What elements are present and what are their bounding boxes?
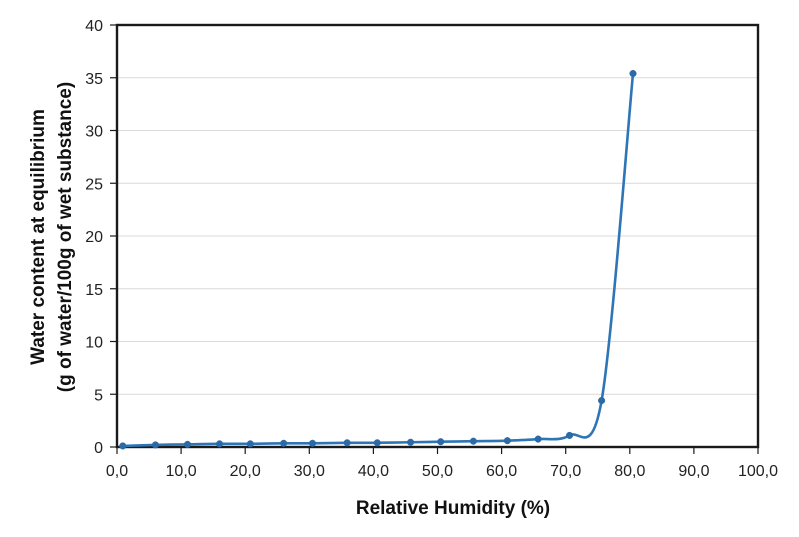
y-tick-label: 10 — [85, 335, 103, 352]
y-tick-label: 5 — [94, 387, 103, 404]
y-axis-title-line2: (g of water/100g of wet substance) — [55, 82, 76, 392]
y-axis-title-line1: Water content at equilibrium — [28, 109, 49, 365]
data-point-marker — [598, 397, 606, 405]
x-tick-label: 50,0 — [422, 463, 453, 480]
data-point-marker — [151, 441, 160, 449]
y-axis-title: Water content at equilibrium (g of water… — [28, 82, 76, 392]
x-tick-label: 60,0 — [486, 463, 517, 480]
y-tick-label: 0 — [94, 440, 103, 457]
data-point-marker — [437, 438, 445, 446]
x-axis-title: Relative Humidity (%) — [356, 498, 550, 519]
data-point-marker — [534, 435, 542, 443]
data-point-marker — [503, 437, 511, 445]
data-point-marker — [343, 439, 351, 447]
data-point-markers — [119, 69, 637, 450]
x-tick-label: 10,0 — [166, 463, 197, 480]
data-point-marker — [246, 440, 254, 448]
data-point-marker — [565, 431, 574, 439]
y-axis-ticks: 0 5 10 15 20 25 30 35 40 — [85, 18, 117, 457]
x-axis-ticks: 0,0 10,0 20,0 30,0 40,0 50,0 60,0 70,0 80,0 90,0 1… — [106, 447, 778, 480]
x-tick-label: 80,0 — [614, 463, 645, 480]
data-point-marker — [469, 437, 477, 445]
y-tick-label: 25 — [85, 176, 103, 193]
x-tick-label: 0,0 — [106, 463, 128, 480]
data-point-marker — [183, 440, 192, 448]
x-tick-label: 20,0 — [230, 463, 261, 480]
data-point-marker — [119, 442, 127, 450]
x-tick-label: 30,0 — [294, 463, 325, 480]
data-point-marker — [407, 438, 415, 446]
x-tick-label: 70,0 — [550, 463, 581, 480]
data-series-line — [122, 73, 635, 448]
data-point-marker — [629, 69, 637, 78]
x-tick-label: 100,0 — [738, 463, 778, 480]
data-point-marker — [280, 439, 288, 447]
y-tick-label: 30 — [85, 124, 103, 141]
x-tick-label: 40,0 — [358, 463, 389, 480]
y-tick-label: 35 — [85, 71, 103, 88]
x-tick-label: 90,0 — [678, 463, 709, 480]
y-tick-label: 15 — [85, 282, 103, 299]
data-point-marker — [308, 439, 317, 447]
y-tick-label: 20 — [85, 229, 103, 246]
y-tick-label: 40 — [85, 18, 103, 35]
data-point-marker — [373, 439, 381, 447]
gridlines — [117, 77, 758, 395]
data-point-marker — [216, 440, 224, 448]
